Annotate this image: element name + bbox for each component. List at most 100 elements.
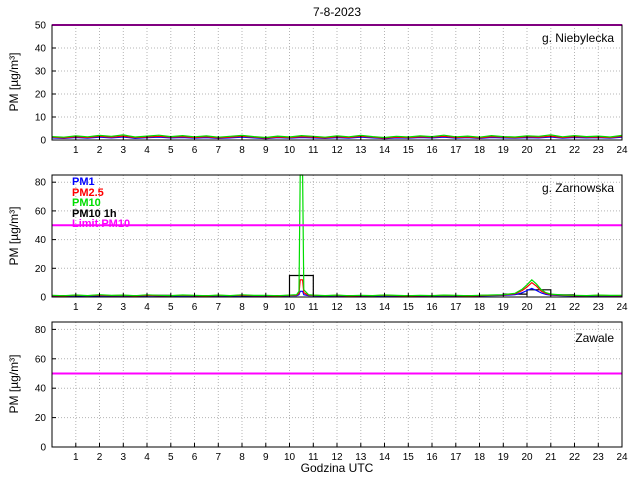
panel-label-niebylecka: g. Niebylecka (541, 31, 614, 45)
y-tick-label: 10 (35, 113, 47, 124)
x-tick-label: 5 (168, 302, 174, 313)
legend-item-pm1: PM1 (72, 176, 95, 188)
x-tick-label: 8 (239, 452, 245, 463)
x-tick-label: 5 (168, 145, 174, 156)
x-tick-label: 7 (216, 145, 222, 156)
y-axis-label-panel-1: PM [µg/m³] (7, 52, 21, 112)
y-tick-label: 20 (35, 90, 47, 101)
legend-item-pm10-1h: PM10 1h (72, 207, 117, 220)
y-tick-label: 20 (35, 264, 47, 275)
x-tick-label: 21 (545, 302, 557, 313)
x-tick-label: 24 (616, 145, 628, 156)
x-tick-label: 7 (216, 302, 222, 313)
x-tick-label: 20 (521, 452, 533, 463)
y-tick-label: 50 (35, 21, 47, 32)
x-tick-label: 18 (474, 452, 486, 463)
x-tick-label: 10 (284, 452, 296, 463)
x-tick-label: 19 (498, 302, 510, 313)
x-tick-label: 13 (355, 145, 367, 156)
y-axis-label-panel-3: PM [µg/m³] (7, 354, 21, 414)
x-tick-label: 18 (474, 145, 486, 156)
x-tick-label: 12 (331, 302, 343, 313)
x-tick-label: 10 (284, 302, 296, 313)
y-tick-label: 60 (35, 354, 47, 365)
chart-title: 7-8-2023 (312, 5, 362, 19)
x-tick-label: 11 (308, 302, 319, 313)
x-tick-label: 9 (263, 452, 269, 463)
x-tick-label: 22 (569, 145, 581, 156)
y-tick-label: 40 (35, 235, 47, 246)
x-tick-label: 1 (73, 302, 79, 313)
x-tick-label: 4 (144, 452, 150, 463)
x-tick-label: 7 (216, 452, 222, 463)
x-tick-label: 13 (355, 302, 367, 313)
x-tick-label: 14 (379, 302, 391, 313)
x-tick-label: 19 (498, 452, 510, 463)
x-tick-label: 3 (121, 452, 127, 463)
x-tick-label: 6 (192, 302, 198, 313)
y-tick-label: 40 (35, 384, 47, 395)
x-tick-label: 4 (144, 145, 150, 156)
x-tick-label: 2 (97, 452, 103, 463)
x-tick-label: 20 (521, 302, 533, 313)
y-tick-label: 20 (35, 413, 47, 424)
x-tick-label: 16 (426, 145, 438, 156)
panel-background (52, 322, 622, 447)
x-tick-label: 11 (308, 452, 319, 463)
x-tick-label: 15 (403, 302, 415, 313)
x-tick-label: 12 (331, 452, 343, 463)
y-tick-label: 30 (35, 67, 47, 78)
x-tick-label: 24 (616, 302, 628, 313)
x-tick-label: 12 (331, 145, 343, 156)
x-tick-label: 6 (192, 452, 198, 463)
x-tick-label: 15 (403, 145, 415, 156)
x-tick-label: 2 (97, 302, 103, 313)
x-tick-label: 6 (192, 145, 198, 156)
y-tick-label: 40 (35, 44, 47, 55)
y-tick-label: 80 (35, 178, 47, 189)
x-tick-label: 18 (474, 302, 486, 313)
x-tick-label: 24 (616, 452, 628, 463)
x-tick-label: 19 (498, 145, 510, 156)
x-tick-label: 20 (521, 145, 533, 156)
x-tick-label: 3 (121, 302, 127, 313)
x-tick-label: 1 (73, 452, 79, 463)
y-tick-label: 60 (35, 206, 47, 217)
x-tick-label: 21 (545, 145, 557, 156)
x-tick-label: 22 (569, 302, 581, 313)
x-axis-label: Godzina UTC (300, 461, 374, 475)
y-tick-label: 0 (40, 443, 46, 454)
x-tick-label: 17 (450, 302, 462, 313)
x-tick-label: 23 (593, 452, 605, 463)
y-tick-label: 0 (40, 293, 46, 304)
panel-label-zarnowska: g. Zarnowska (541, 181, 614, 195)
x-tick-label: 15 (403, 452, 415, 463)
x-tick-label: 17 (450, 145, 462, 156)
series-line-pm10 (51, 174, 623, 297)
x-tick-label: 17 (450, 452, 462, 463)
x-tick-label: 8 (239, 145, 245, 156)
x-tick-label: 5 (168, 452, 174, 463)
x-tick-label: 16 (426, 452, 438, 463)
x-tick-label: 23 (593, 302, 605, 313)
legend-item-pm10: PM10 (72, 197, 101, 209)
x-tick-label: 22 (569, 452, 581, 463)
x-tick-label: 3 (121, 145, 127, 156)
x-tick-label: 1 (73, 145, 79, 156)
x-tick-label: 23 (593, 145, 605, 156)
x-tick-label: 9 (263, 145, 269, 156)
x-tick-label: 13 (355, 452, 367, 463)
x-tick-label: 14 (379, 145, 391, 156)
legend-item-limit-pm10: Limit PM10 (72, 218, 131, 230)
x-tick-label: 11 (308, 145, 319, 156)
panel-label-zawale: Zawale (575, 331, 614, 345)
y-tick-label: 80 (35, 325, 47, 336)
x-tick-label: 4 (144, 302, 150, 313)
legend: PM1 PM2.5 PM10 PM10 1h Limit PM10 (72, 177, 130, 230)
y-tick-label: 0 (40, 136, 46, 147)
x-tick-label: 9 (263, 302, 269, 313)
x-tick-label: 21 (545, 452, 557, 463)
legend-item-pm2-5: PM2.5 (72, 186, 104, 199)
